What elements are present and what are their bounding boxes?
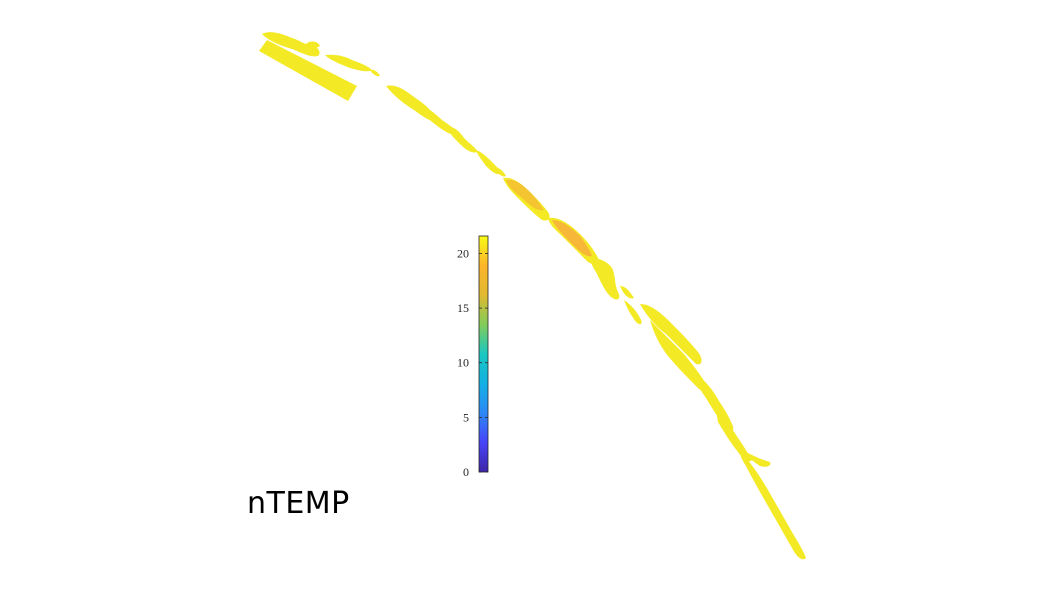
- river-segment-lower-5: [746, 452, 771, 467]
- river-channel: [259, 32, 806, 560]
- river-segment-c: [446, 126, 478, 153]
- river-segment-top-3: [325, 54, 372, 72]
- river-segment-rect: [259, 40, 357, 101]
- river-segment-e: [494, 166, 506, 177]
- river-segment-lower-4: [716, 410, 752, 462]
- colorbar-tick-label: 10: [457, 356, 469, 370]
- river-segment-tail: [740, 450, 806, 560]
- warm-zone: [506, 179, 592, 257]
- colorbar-tick-label: 20: [457, 246, 469, 260]
- colorbar-gradient: [479, 236, 488, 472]
- river-segment-h: [624, 300, 642, 325]
- river-segment-top: [262, 32, 320, 57]
- warm-zone-1: [506, 179, 544, 211]
- river-segment-top-4: [370, 69, 380, 77]
- river-segment-top-2: [306, 41, 320, 48]
- colorbar-tick-label: 15: [457, 301, 469, 315]
- colorbar-ticks: 0 5 10 15 20: [457, 246, 488, 479]
- river-segment-g: [620, 286, 634, 299]
- map-title: nTEMP: [247, 486, 350, 521]
- colorbar-tick-label: 0: [463, 465, 469, 479]
- colorbar-tick-label: 5: [463, 410, 469, 424]
- river-segment-lower-1: [640, 304, 702, 365]
- river-segment-lower-3: [694, 372, 734, 432]
- colorbar-border: [478, 235, 489, 473]
- colorbar: 0 5 10 15 20: [457, 235, 489, 479]
- river-segment-lower-2: [650, 320, 708, 392]
- warm-zone-2: [552, 220, 592, 257]
- river-segment-f: [591, 258, 620, 300]
